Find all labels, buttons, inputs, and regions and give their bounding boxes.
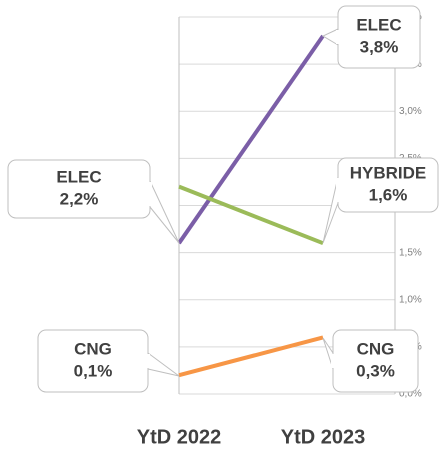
callout: ELEC 3,8%	[321, 5, 421, 69]
callout-pointer	[322, 337, 334, 370]
callout-cover	[336, 178, 340, 202]
y-tick-label: 1,0%	[399, 294, 422, 305]
callout-text: CNG	[357, 339, 395, 358]
callout: CNG 0,3%	[322, 329, 419, 393]
y-tick-label: 1,5%	[399, 247, 422, 258]
series-line	[178, 184, 324, 246]
callout: CNG 0,1%	[37, 329, 180, 393]
callout-pointer	[321, 28, 339, 46]
x-tick-label: YtD 2023	[281, 426, 366, 448]
callout-text: 3,8%	[360, 37, 399, 56]
callout-pointer	[322, 176, 339, 244]
callout-pointer	[147, 352, 180, 377]
series-line	[177, 34, 325, 245]
x-tick-label: YtD 2022	[137, 426, 222, 448]
callout-text: 1,6%	[369, 185, 408, 204]
callout-text: 0,1%	[74, 361, 113, 380]
y-tick-label: 0,0%	[399, 389, 422, 400]
callout-text: 0,3%	[356, 361, 395, 380]
callout-text: CNG	[74, 339, 112, 358]
callout-cover	[146, 354, 150, 368]
callout-text: HYBRIDE	[350, 163, 427, 182]
callout-text: ELEC	[56, 167, 101, 186]
callout-cover	[336, 30, 340, 44]
y-tick-label: 3,0%	[399, 106, 422, 117]
series-line	[178, 335, 324, 378]
callout-cover	[331, 354, 335, 368]
callout-cover	[148, 182, 152, 206]
callout: HYBRIDE 1,6%	[322, 157, 439, 244]
callout-pointer	[149, 180, 180, 244]
callout-text: 2,2%	[60, 189, 99, 208]
callout: ELEC 2,2%	[7, 159, 180, 244]
callout-text: ELEC	[356, 15, 401, 34]
